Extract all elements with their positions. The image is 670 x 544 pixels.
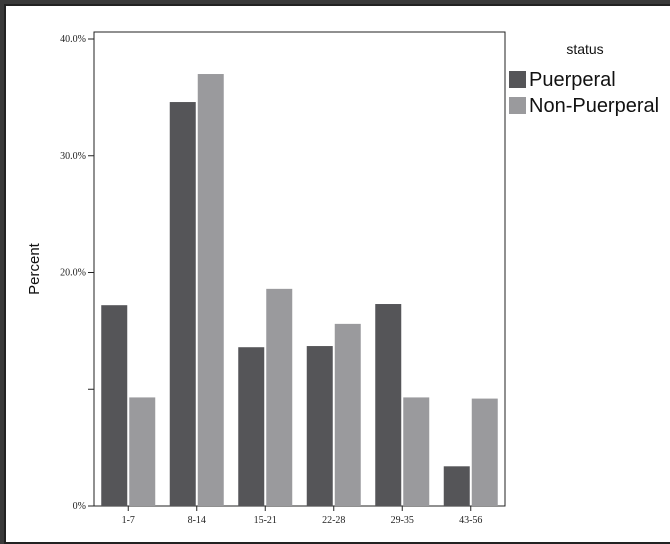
bar bbox=[471, 398, 498, 506]
bar bbox=[266, 288, 293, 506]
bar bbox=[238, 347, 265, 506]
bar bbox=[443, 466, 470, 506]
legend-label: Puerperal bbox=[529, 69, 616, 91]
x-tick-label: 1-7 bbox=[122, 515, 135, 526]
plot-area bbox=[93, 31, 506, 507]
legend-swatch bbox=[509, 97, 526, 114]
x-axis: 1-7 8-14 15-21 22-28 29-35 43-56 bbox=[122, 506, 482, 526]
bar-chart: 0% 20.0% 30.0% 40.0% 1-7 8-14 15-21 22-28 29-35… bbox=[26, 31, 659, 526]
bar bbox=[169, 102, 196, 507]
legend: status Puerperal Non-Puerperal bbox=[509, 41, 659, 117]
x-tick-label: 15-21 bbox=[254, 515, 277, 526]
y-tick-label: 20.0% bbox=[60, 268, 86, 279]
bar bbox=[403, 397, 430, 506]
y-tick-label: 40.0% bbox=[60, 34, 86, 45]
bar bbox=[306, 346, 333, 506]
bar bbox=[197, 74, 224, 507]
y-tick-label: 0% bbox=[73, 501, 86, 512]
bar bbox=[129, 397, 156, 506]
bar bbox=[101, 305, 128, 506]
bar bbox=[334, 323, 361, 506]
x-tick-label: 8-14 bbox=[188, 515, 206, 526]
legend-swatch bbox=[509, 71, 526, 88]
bars-group bbox=[101, 74, 498, 507]
legend-label: Non-Puerperal bbox=[529, 95, 659, 117]
x-tick-label: 22-28 bbox=[322, 515, 345, 526]
y-axis-title: Percent bbox=[26, 242, 43, 295]
x-tick-label: 29-35 bbox=[391, 515, 414, 526]
y-tick-label: 30.0% bbox=[60, 151, 86, 162]
x-tick-label: 43-56 bbox=[459, 515, 482, 526]
y-axis: 0% 20.0% 30.0% 40.0% bbox=[60, 34, 94, 512]
legend-title: status bbox=[566, 41, 603, 57]
bar bbox=[375, 304, 402, 506]
